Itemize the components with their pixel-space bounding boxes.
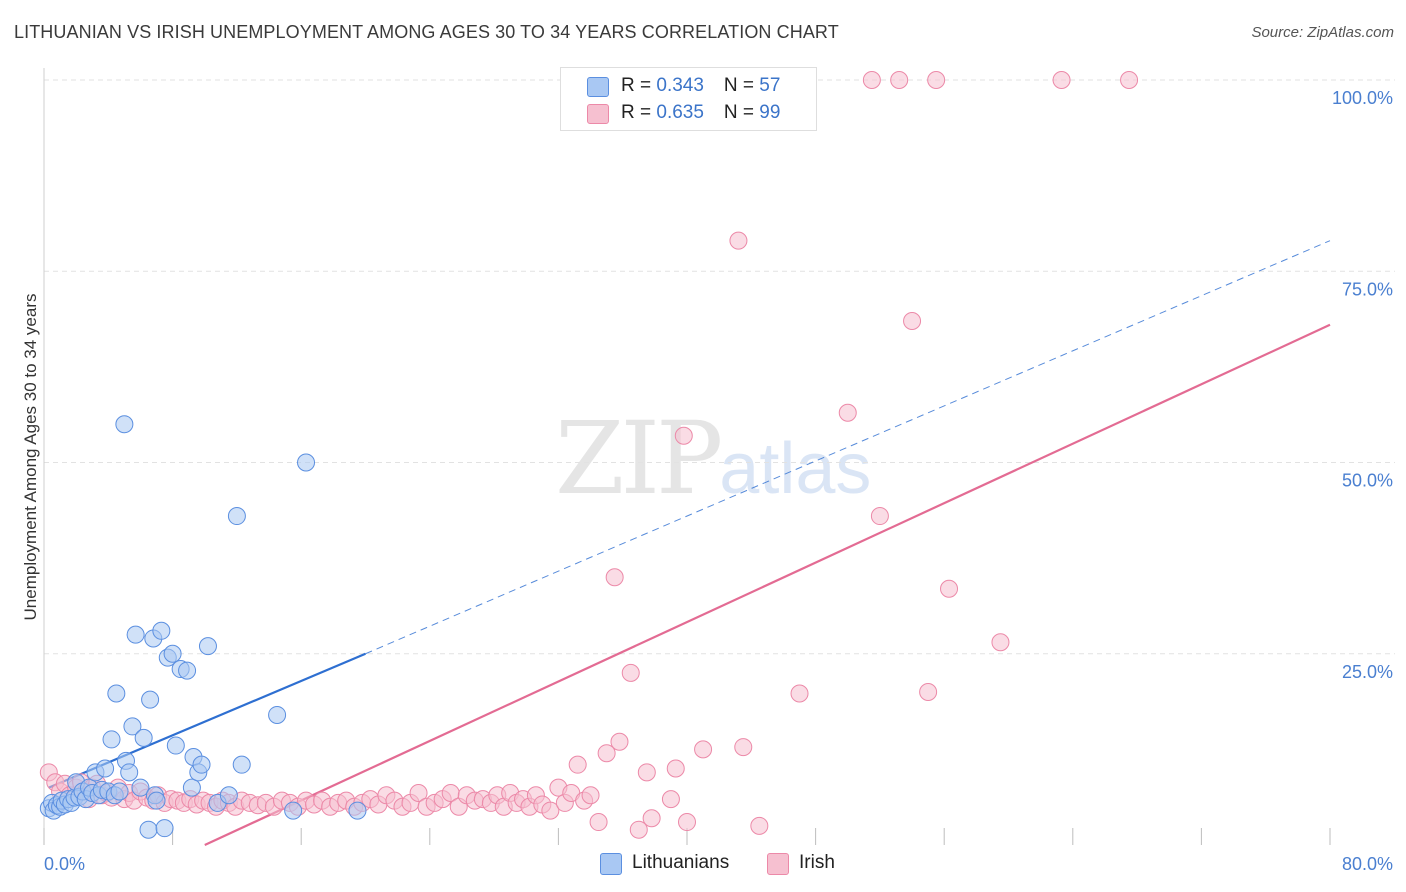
lithuanian-point xyxy=(297,453,316,472)
irish-point xyxy=(927,71,946,89)
y-axis-label: Unemployment Among Ages 30 to 34 years xyxy=(21,294,40,621)
y-tick-label: 100.0% xyxy=(1332,88,1393,108)
irish-swatch xyxy=(767,853,789,875)
trend-lines xyxy=(48,240,1331,846)
irish-point xyxy=(1120,71,1139,89)
lithuanian-point xyxy=(139,820,158,839)
lithuanian-point xyxy=(147,791,166,810)
x-tick-label: 80.0% xyxy=(1342,854,1393,874)
lithuanians-swatch xyxy=(600,853,622,875)
irish-point xyxy=(1052,71,1071,89)
lithuanian-point xyxy=(131,778,150,797)
lithuanian-point xyxy=(123,717,142,736)
irish-label: Irish xyxy=(799,852,835,873)
irish-point xyxy=(610,732,629,751)
x-tick-label: 0.0% xyxy=(44,854,85,874)
watermark-atlas: atlas xyxy=(719,429,872,509)
irish-point xyxy=(750,816,769,835)
irish-point xyxy=(678,813,696,832)
irish-point xyxy=(597,744,616,763)
irish-point xyxy=(694,740,713,759)
irish-point xyxy=(734,738,753,757)
lithuanian-point xyxy=(178,661,197,680)
lithuanians-label: Lithuanians xyxy=(632,852,730,873)
lithuanian-points xyxy=(39,415,367,839)
irish-point xyxy=(870,507,889,526)
irish-point xyxy=(581,786,600,805)
chart-title: LITHUANIAN VS IRISH UNEMPLOYMENT AMONG A… xyxy=(14,22,839,42)
irish-point xyxy=(729,231,748,250)
irish-point xyxy=(661,790,680,809)
lithuanian-point xyxy=(182,778,201,797)
lithuanian-point xyxy=(232,755,251,774)
y-tick-label: 75.0% xyxy=(1342,279,1393,299)
axes xyxy=(43,68,1331,845)
irish-point xyxy=(862,71,881,89)
lithuanians-trend-extension xyxy=(365,240,1331,655)
lithuanian-point xyxy=(155,819,174,838)
irish-point xyxy=(666,759,685,778)
legend-n-value: 57 xyxy=(759,75,781,96)
lithuanian-point xyxy=(110,782,129,801)
lithuanian-point xyxy=(192,755,211,774)
lithuanian-point xyxy=(152,621,171,640)
irish-trend-line xyxy=(204,323,1331,846)
lithuanian-point xyxy=(107,684,126,703)
irish-swatch xyxy=(587,104,609,124)
irish-point xyxy=(919,683,938,701)
irish-point xyxy=(903,311,922,330)
grid-lines xyxy=(44,79,1395,655)
lithuanian-point xyxy=(141,690,160,709)
source-credit: Source: ZipAtlas.com xyxy=(1251,24,1394,41)
y-tick-label: 25.0% xyxy=(1342,662,1393,682)
irish-point xyxy=(541,801,560,820)
irish-point xyxy=(991,633,1010,652)
legend-r-value: 0.343 xyxy=(656,75,704,96)
lithuanian-point xyxy=(348,801,367,820)
lithuanian-point xyxy=(268,705,287,724)
y-tick-label: 50.0% xyxy=(1342,471,1393,491)
irish-point xyxy=(637,763,656,782)
legend-r-label: R = xyxy=(621,102,657,123)
lithuanians-swatch xyxy=(587,77,609,97)
irish-point xyxy=(568,755,587,774)
lithuanian-point xyxy=(163,644,182,663)
lithuanian-point xyxy=(166,736,185,755)
legend-r-value: 0.635 xyxy=(656,102,704,123)
irish-point xyxy=(790,684,809,703)
irish-point xyxy=(940,579,959,598)
irish-point xyxy=(838,403,857,422)
irish-points xyxy=(39,71,1139,839)
lithuanian-point xyxy=(198,637,217,656)
lithuanian-point xyxy=(120,763,139,782)
watermark: ZIPatlas xyxy=(555,400,871,517)
legend-n-label: N = xyxy=(723,75,760,96)
irish-point xyxy=(409,783,428,802)
lithuanian-point xyxy=(227,507,246,526)
tick-labels: 25.0% 50.0% 75.0% 100.0% 0.0% 80.0% xyxy=(44,88,1393,874)
stats-legend: R = 0.343 N = 57 R = 0.635 N = 99 xyxy=(560,67,817,131)
lithuanian-point xyxy=(115,415,134,434)
irish-point xyxy=(629,820,648,839)
irish-point xyxy=(890,71,909,89)
legend-n-label: N = xyxy=(723,102,760,123)
irish-point xyxy=(605,568,624,587)
lithuanian-point xyxy=(134,728,153,747)
watermark-zip: ZIP xyxy=(555,400,723,517)
lithuanian-point xyxy=(102,730,121,749)
irish-point xyxy=(589,813,608,832)
irish-point xyxy=(674,426,693,445)
irish-point xyxy=(621,663,640,682)
legend-n-value: 99 xyxy=(759,102,781,123)
lithuanian-point xyxy=(96,759,115,778)
lithuanian-point xyxy=(126,625,145,644)
legend-r-label: R = xyxy=(621,75,657,96)
lithuanian-point xyxy=(219,786,238,805)
irish-point xyxy=(642,809,661,828)
lithuanian-point xyxy=(284,801,303,820)
